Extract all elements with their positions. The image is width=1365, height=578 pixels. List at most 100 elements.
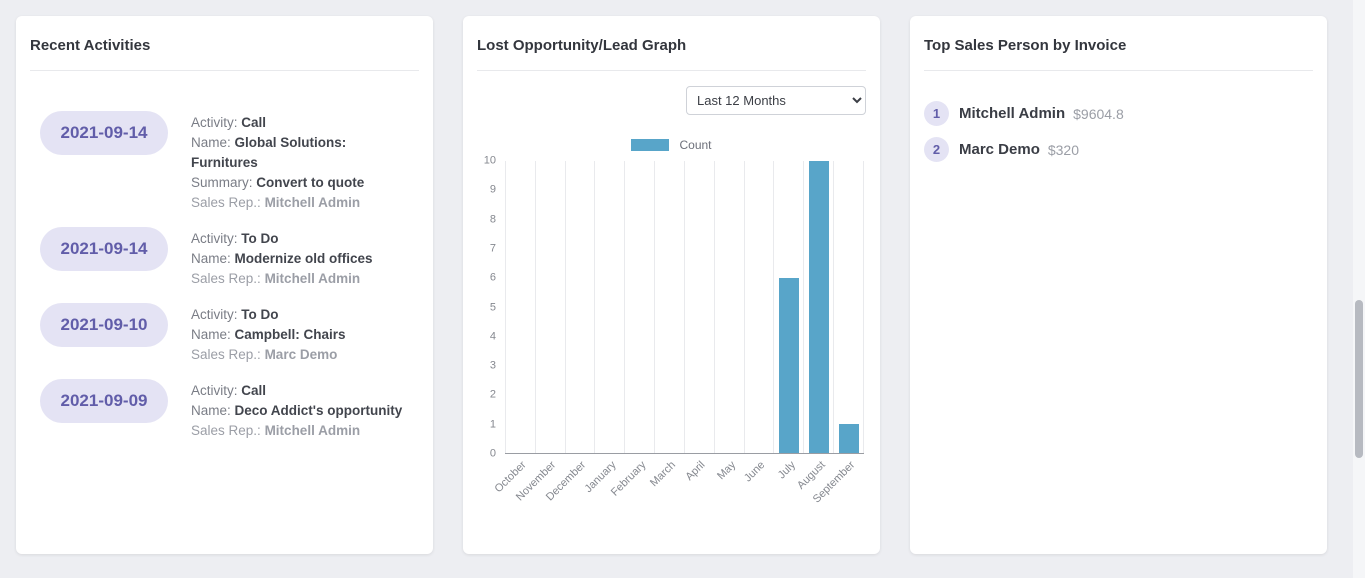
activities-list: 2021-09-14 Activity: Call Name: Global Sol… (30, 71, 419, 441)
chart-filter-row: Last 12 Months (477, 86, 866, 115)
field-label: Summary: (191, 175, 253, 190)
top-sales-title: Top Sales Person by Invoice (924, 30, 1313, 71)
x-axis: October November December January February Ma… (492, 454, 864, 526)
chart-bar (808, 161, 829, 453)
x-axis-label: April (683, 459, 708, 484)
field-value: Mitchell Admin (264, 195, 361, 210)
activity-date-badge: 2021-09-14 (40, 111, 168, 155)
lost-graph-card: Lost Opportunity/Lead Graph Last 12 Mont… (463, 16, 880, 554)
field-value: Marc Demo (264, 347, 338, 362)
scrollbar-track[interactable] (1353, 0, 1365, 578)
y-axis-tick: 1 (489, 418, 496, 431)
x-axis-cell: April (683, 454, 715, 526)
plot-area (505, 161, 864, 454)
chart-bar (838, 423, 859, 453)
activity-field: Name: Global Solutions: Furnitures (191, 133, 409, 173)
field-label: Activity: (191, 231, 238, 246)
legend-label: Count (679, 138, 712, 152)
chart-column (773, 161, 803, 453)
chart-column (803, 161, 833, 453)
activity-field: Sales Rep.: Marc Demo (191, 345, 409, 365)
sales-person-row: 1 Mitchell Admin $9604.8 (924, 101, 1313, 126)
activity-date-badge: 2021-09-14 (40, 227, 168, 271)
activity-item: 2021-09-10 Activity: To Do Name: Campbell:… (30, 303, 419, 365)
activity-details: Activity: Call Name: Global Solutions: Fu… (191, 111, 409, 213)
activity-field: Activity: To Do (191, 305, 409, 325)
chart-column (833, 161, 864, 453)
activity-field: Activity: Call (191, 381, 409, 401)
y-axis-tick: 5 (489, 301, 496, 313)
legend-color-swatch (631, 139, 670, 151)
chart-column (534, 161, 565, 453)
activity-field: Sales Rep.: Mitchell Admin (191, 269, 409, 289)
activity-item: 2021-09-14 Activity: Call Name: Global Sol… (30, 111, 419, 213)
rank-badge: 1 (924, 101, 949, 126)
x-axis-cell: May (714, 454, 744, 526)
field-value: Campbell: Chairs (234, 327, 346, 342)
activity-field: Sales Rep.: Mitchell Admin (191, 421, 409, 441)
sales-list: 1 Mitchell Admin $9604.8 2 Marc Demo $320 (924, 71, 1313, 162)
lost-graph-title: Lost Opportunity/Lead Graph (477, 30, 866, 71)
x-axis-label: July (775, 459, 798, 482)
y-axis-tick: 4 (489, 330, 496, 343)
sales-person-row: 2 Marc Demo $320 (924, 137, 1313, 162)
activity-field: Name: Modernize old offices (191, 249, 409, 269)
x-axis-cell: September (811, 454, 864, 526)
field-label: Sales Rep.: (191, 195, 261, 210)
field-label: Name: (191, 403, 231, 418)
y-axis-tick: 6 (489, 271, 496, 284)
y-axis: 0 1 2 3 4 5 6 7 8 9 10 (477, 155, 505, 459)
field-label: Activity: (191, 307, 238, 322)
chart-column (594, 161, 624, 453)
period-select[interactable]: Last 12 Months (686, 86, 866, 115)
chart-column (624, 161, 654, 453)
chart-column (743, 161, 774, 453)
x-axis-cell: February (609, 454, 655, 526)
field-label: Name: (191, 327, 231, 342)
activity-details: Activity: To Do Name: Campbell: Chairs Sal… (191, 303, 409, 365)
activity-details: Activity: To Do Name: Modernize old offic… (191, 227, 409, 289)
field-value: Mitchell Admin (264, 271, 361, 286)
chart-legend[interactable]: Count (477, 138, 866, 152)
field-label: Sales Rep.: (191, 423, 261, 438)
x-axis-label: May (714, 459, 738, 483)
field-value: Deco Addict's opportunity (234, 403, 403, 418)
chart-column (564, 161, 595, 453)
bar-chart: 0 1 2 3 4 5 6 7 8 9 10 October November December Janu… (477, 155, 866, 526)
sales-person-name: Marc Demo (959, 141, 1040, 158)
x-axis-label: June (742, 459, 768, 485)
recent-activities-card: Recent Activities 2021-09-14 Activity: Ca… (16, 16, 433, 554)
y-axis-tick: 9 (489, 183, 496, 196)
chart-bar (778, 277, 799, 453)
chart-column (505, 161, 535, 453)
y-axis-tick: 2 (489, 388, 496, 401)
y-axis-tick: 7 (489, 242, 496, 255)
activity-item: 2021-09-14 Activity: To Do Name: Modernize… (30, 227, 419, 289)
field-label: Sales Rep.: (191, 347, 261, 362)
sales-person-name: Mitchell Admin (959, 105, 1066, 122)
field-value: Convert to quote (256, 175, 365, 190)
x-axis-cell: July (774, 454, 804, 526)
chart-column (654, 161, 684, 453)
activity-item: 2021-09-09 Activity: Call Name: Deco Addic… (30, 379, 419, 441)
x-axis-cell: March (648, 454, 685, 526)
x-axis-cell: June (742, 454, 774, 526)
rank-badge: 2 (924, 137, 949, 162)
field-value: Call (241, 383, 267, 398)
activity-field: Sales Rep.: Mitchell Admin (191, 193, 409, 213)
field-label: Activity: (191, 115, 238, 130)
y-axis-tick: 8 (489, 213, 496, 226)
activity-details: Activity: Call Name: Deco Addict's opport… (191, 379, 409, 441)
activity-date-badge: 2021-09-09 (40, 379, 168, 423)
recent-activities-title: Recent Activities (30, 30, 419, 71)
scrollbar-thumb[interactable] (1355, 300, 1363, 458)
field-value: Call (241, 115, 267, 130)
activity-field: Name: Campbell: Chairs (191, 325, 409, 345)
top-sales-card: Top Sales Person by Invoice 1 Mitchell Ad… (910, 16, 1327, 554)
field-value: To Do (241, 231, 279, 246)
y-axis-tick: 3 (489, 359, 496, 372)
activity-field: Activity: To Do (191, 229, 409, 249)
chart-column (683, 161, 714, 453)
chart-column (713, 161, 744, 453)
